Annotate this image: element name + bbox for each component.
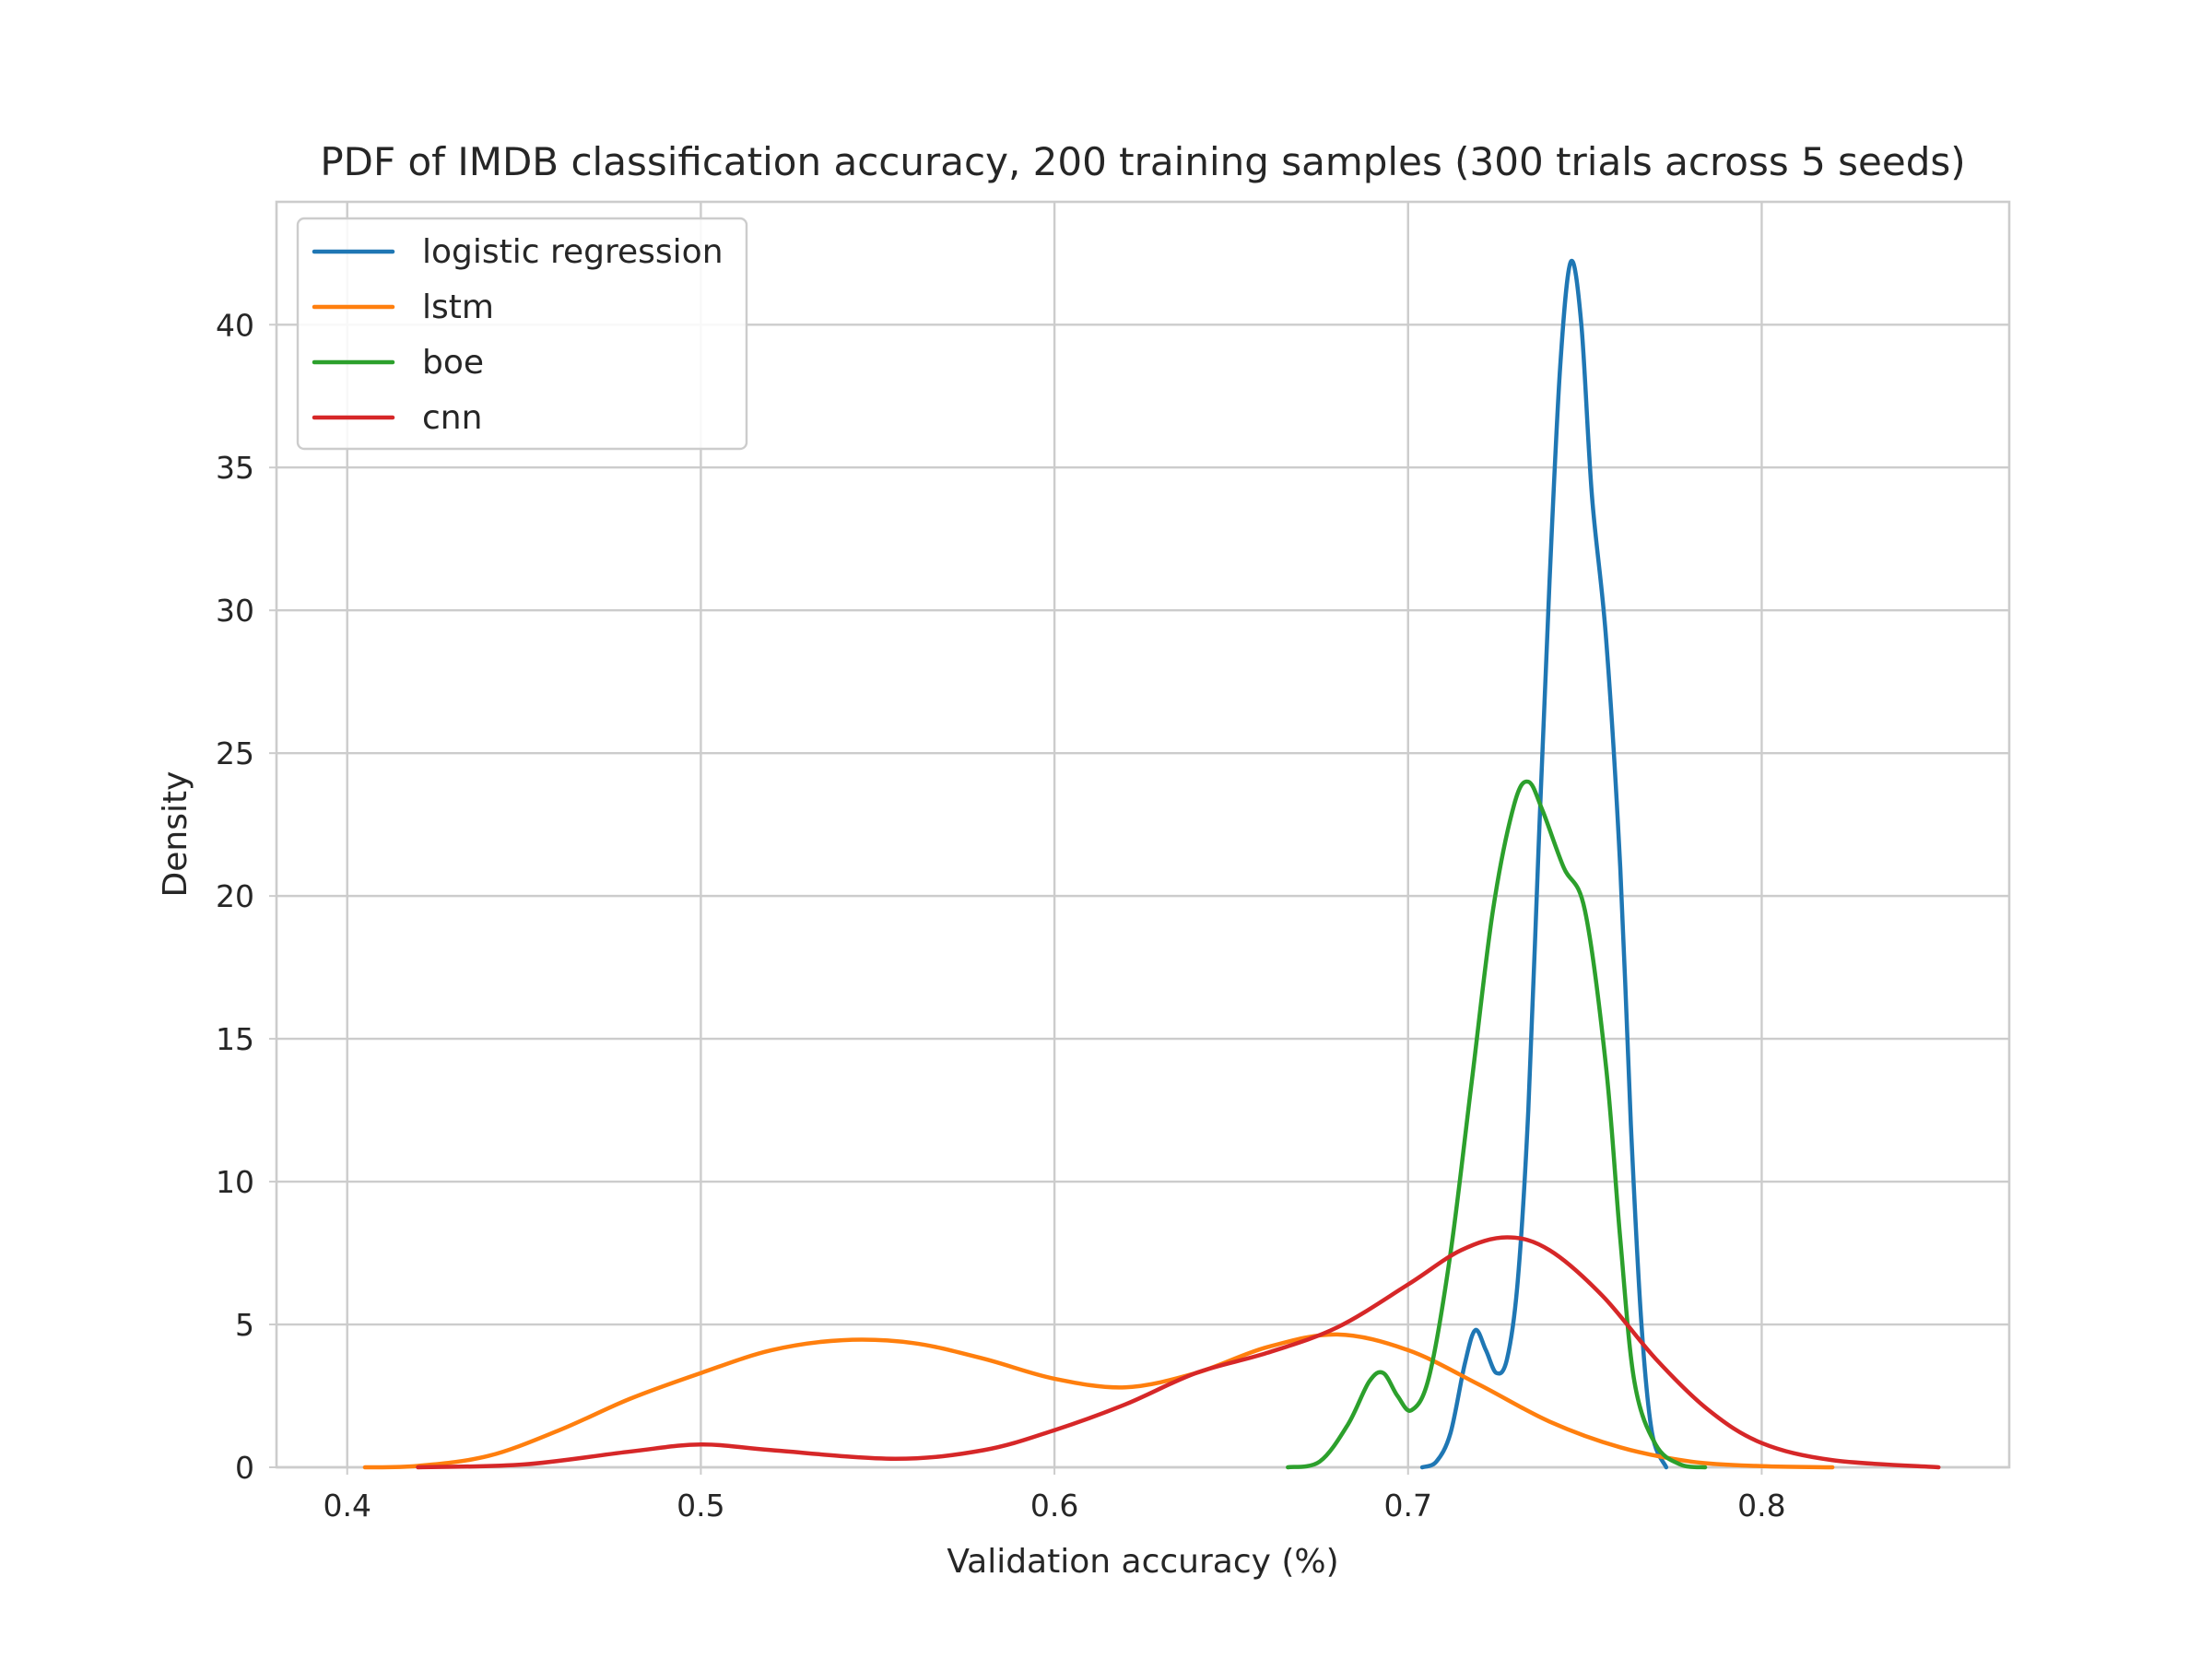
legend-item-logistic-regression: logistic regression xyxy=(312,233,724,271)
x-axis-ticks: 0.4 0.5 0.6 0.7 0.8 xyxy=(323,1467,1786,1524)
y-tick-label: 40 xyxy=(216,307,254,343)
series-line-logistic-regression xyxy=(1419,258,1669,1470)
legend-label-lstm: lstm xyxy=(422,288,494,326)
y-tick-label: 30 xyxy=(216,593,254,629)
y-tick-label: 5 xyxy=(235,1307,254,1343)
y-axis-label: Density xyxy=(157,771,194,898)
y-tick-label: 25 xyxy=(216,735,254,771)
y-tick-label: 10 xyxy=(216,1164,254,1200)
y-tick-label: 15 xyxy=(216,1021,254,1057)
legend-label-boe: boe xyxy=(422,344,484,382)
series-layer xyxy=(362,258,1941,1470)
legend-item-boe: boe xyxy=(312,344,484,382)
x-axis-label: Validation accuracy (%) xyxy=(947,1543,1338,1581)
chart-legend: logistic regression lstm boe cnn xyxy=(296,217,748,451)
y-tick-label: 35 xyxy=(216,450,254,486)
legend-label-logistic-regression: logistic regression xyxy=(422,233,724,271)
chart-title: PDF of IMDB classification accuracy, 200… xyxy=(320,139,1965,184)
legend-label-cnn: cnn xyxy=(422,399,482,437)
legend-item-cnn: cnn xyxy=(312,399,482,437)
series-line-cnn xyxy=(416,1235,1941,1470)
y-tick-label: 0 xyxy=(235,1450,254,1486)
grid-layer xyxy=(276,202,2009,1469)
y-tick-label: 20 xyxy=(216,878,254,914)
series-line-lstm xyxy=(362,1332,1835,1470)
legend-item-lstm: lstm xyxy=(312,288,494,326)
legend-box xyxy=(296,217,748,451)
plot-frame xyxy=(275,200,2011,1469)
series-line-boe xyxy=(1286,779,1708,1470)
x-tick-label: 0.4 xyxy=(323,1488,371,1524)
x-tick-label: 0.7 xyxy=(1384,1488,1432,1524)
y-axis-ticks: 0 5 10 15 20 25 30 35 40 xyxy=(216,307,276,1486)
x-tick-label: 0.5 xyxy=(677,1488,724,1524)
x-tick-label: 0.8 xyxy=(1737,1488,1785,1524)
x-tick-label: 0.6 xyxy=(1030,1488,1078,1524)
